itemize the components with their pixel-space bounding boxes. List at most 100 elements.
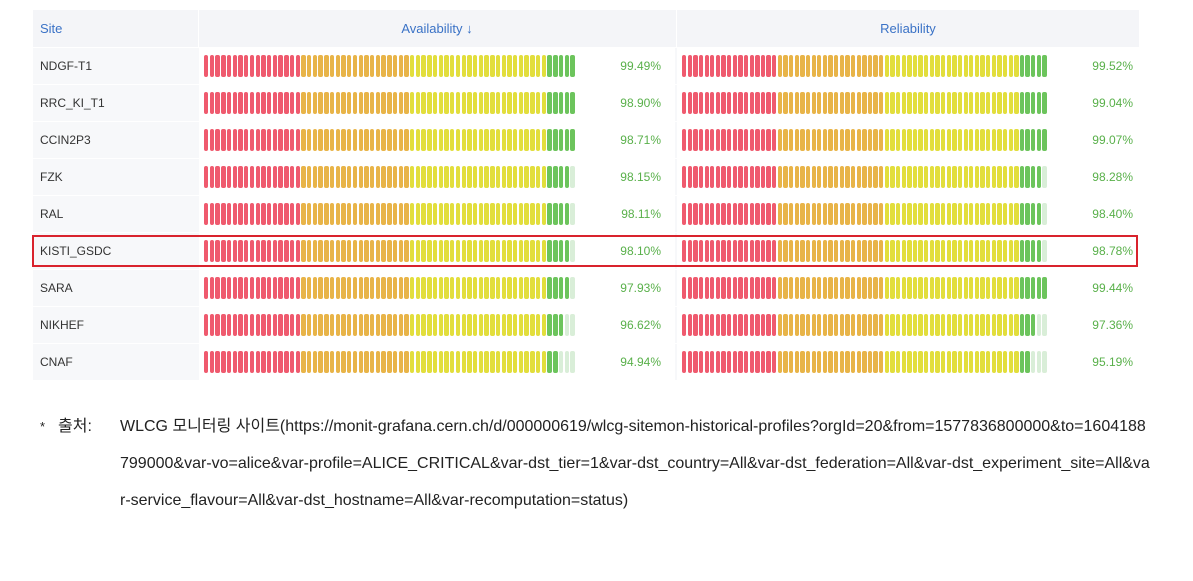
status-segment [980,277,985,299]
table-header: Site Availability ↓ Reliability [33,10,1139,47]
status-segment [238,314,243,336]
status-segment [450,277,455,299]
status-segment [766,277,771,299]
status-segment [721,92,726,114]
status-segment [249,203,255,225]
status-segment [766,240,771,262]
table-row[interactable]: NDGF-T1 99.49% 99.52% [33,47,1139,84]
status-segment [369,277,375,299]
status-segment [478,277,484,299]
availability-value: 98.90% [620,96,661,110]
site-column-header[interactable]: Site [40,21,63,36]
availability-value: 98.10% [620,244,661,258]
table-row[interactable]: NIKHEF 96.62% 97.36% [33,306,1139,343]
status-segment [760,240,766,262]
status-segment [1025,314,1030,336]
table-row[interactable]: CNAF 94.94% 95.19% [33,343,1139,380]
status-segment [957,240,963,262]
status-segment [1042,166,1047,188]
table-row[interactable]: RRC_KI_T1 98.90% 99.04% [33,84,1139,121]
status-segment [957,277,963,299]
status-segment [249,351,255,373]
status-segment [495,203,501,225]
status-segment [901,277,906,299]
reliability-value: 98.78% [1092,244,1133,258]
status-segment [738,166,743,188]
status-segment [410,277,415,299]
status-segment [410,55,415,77]
status-segment [901,55,906,77]
status-segment [347,314,352,336]
status-segment [1014,240,1019,262]
status-segment [484,129,489,151]
status-segment [783,277,788,299]
availability-column-header[interactable]: Availability ↓ [199,10,675,47]
status-segment [495,129,501,151]
status-segment [929,166,935,188]
status-segment [738,129,743,151]
status-segment [226,92,232,114]
status-segment [215,277,220,299]
status-segment [918,314,923,336]
status-segment [507,277,512,299]
reliability-column-header[interactable]: Reliability [880,21,936,36]
status-segment [410,92,415,114]
status-segment [415,277,421,299]
status-segment [564,240,569,262]
status-segment [1014,203,1019,225]
status-segment [255,314,260,336]
availability-value: 98.15% [620,170,661,184]
status-segment [924,129,929,151]
status-segment [890,351,895,373]
status-segment [438,55,444,77]
status-segment [850,351,856,373]
status-segment [284,92,289,114]
status-bar [682,240,1048,262]
status-segment [467,240,472,262]
table-row[interactable]: CCIN2P3 98.71% 99.07% [33,121,1139,158]
status-segment [946,277,951,299]
status-segment [1042,240,1047,262]
status-segment [444,166,449,188]
status-segment [980,240,985,262]
status-segment [255,277,260,299]
status-segment [755,55,760,77]
status-segment [501,240,506,262]
status-segment [850,240,856,262]
status-segment [1031,240,1036,262]
status-bar [204,92,576,114]
status-segment [238,129,243,151]
status-segment [766,129,771,151]
status-segment [935,129,940,151]
table-row[interactable]: SARA 97.93% 99.44% [33,269,1139,306]
table-row[interactable]: FZK 98.15% 98.28% [33,158,1139,195]
status-segment [238,166,243,188]
status-segment [501,351,506,373]
status-segment [952,55,957,77]
status-segment [941,92,946,114]
table-row[interactable]: KISTI_GSDC 98.10% 98.78% [33,232,1139,269]
status-segment [969,129,974,151]
status-segment [1008,240,1013,262]
status-segment [289,55,295,77]
status-segment [467,314,472,336]
status-segment [289,166,295,188]
status-segment [862,129,867,151]
status-segment [755,166,760,188]
status-segment [721,129,726,151]
status-segment [918,166,923,188]
status-segment [352,203,358,225]
status-segment [794,55,799,77]
status-segment [255,55,260,77]
status-segment [817,92,822,114]
status-segment [558,92,564,114]
table-row[interactable]: RAL 98.11% 98.40% [33,195,1139,232]
status-segment [392,166,398,188]
status-segment [518,240,524,262]
status-segment [935,92,940,114]
status-segment [783,92,788,114]
status-segment [845,129,850,151]
status-segment [794,92,799,114]
status-segment [324,55,329,77]
status-segment [541,55,547,77]
